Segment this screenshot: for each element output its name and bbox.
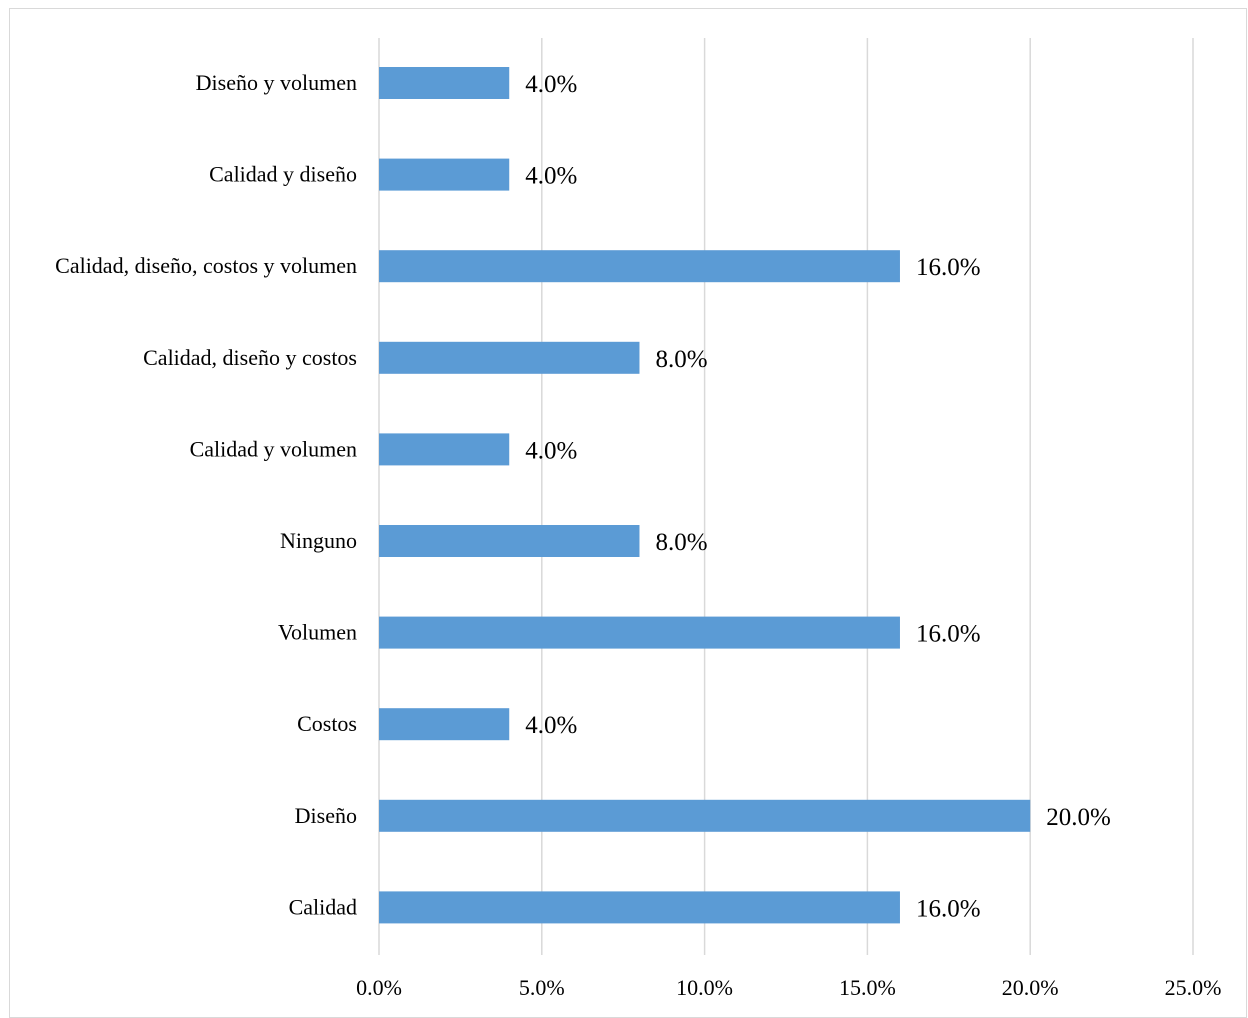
bar [379,158,510,191]
category-label: Ninguno [280,528,357,553]
data-label: 4.0% [525,712,577,739]
bar [379,525,640,557]
x-tick-label: 10.0% [676,975,733,1000]
bar [379,433,510,466]
bar [379,341,640,374]
data-labels: 4.0% 4.0% 16.0% 8.0% 4.0% 8.0% 16.0% 4.0% 20.0% 1… [525,71,1111,922]
bar [379,708,510,741]
category-labels: Diseño y volumen Calidad y diseño Calidad,… [55,70,357,919]
bar [379,616,900,649]
category-label: Calidad [289,894,357,919]
x-tick-label: 15.0% [839,975,896,1000]
chart-frame [9,8,1247,1018]
category-label: Diseño [295,803,357,828]
bar [379,891,900,924]
x-tick-label: 25.0% [1165,975,1222,1000]
data-label: 16.0% [916,621,981,648]
category-label: Calidad, diseño, costos y volumen [55,253,357,278]
bar [379,250,900,283]
x-axis-tick-labels: 0.0% 5.0% 10.0% 15.0% 20.0% 25.0% [356,975,1221,1000]
data-label: 4.0% [525,163,577,190]
category-label: Calidad y volumen [190,436,357,461]
data-label: 16.0% [916,254,981,281]
data-label: 4.0% [525,71,577,98]
data-label: 8.0% [655,529,707,556]
category-label: Costos [297,711,357,736]
data-label: 20.0% [1046,804,1111,831]
bar [379,67,510,99]
data-label: 16.0% [916,895,981,922]
category-label: Diseño y volumen [196,70,357,95]
category-label: Calidad y diseño [209,162,357,187]
data-label: 4.0% [525,437,577,464]
x-tick-label: 20.0% [1002,975,1059,1000]
x-tick-label: 5.0% [519,975,565,1000]
category-label: Volumen [278,620,357,645]
bars [379,67,1031,924]
x-tick-label: 0.0% [356,975,402,1000]
category-label: Calidad, diseño y costos [143,345,357,370]
data-label: 8.0% [655,346,707,373]
bar [379,799,1031,832]
